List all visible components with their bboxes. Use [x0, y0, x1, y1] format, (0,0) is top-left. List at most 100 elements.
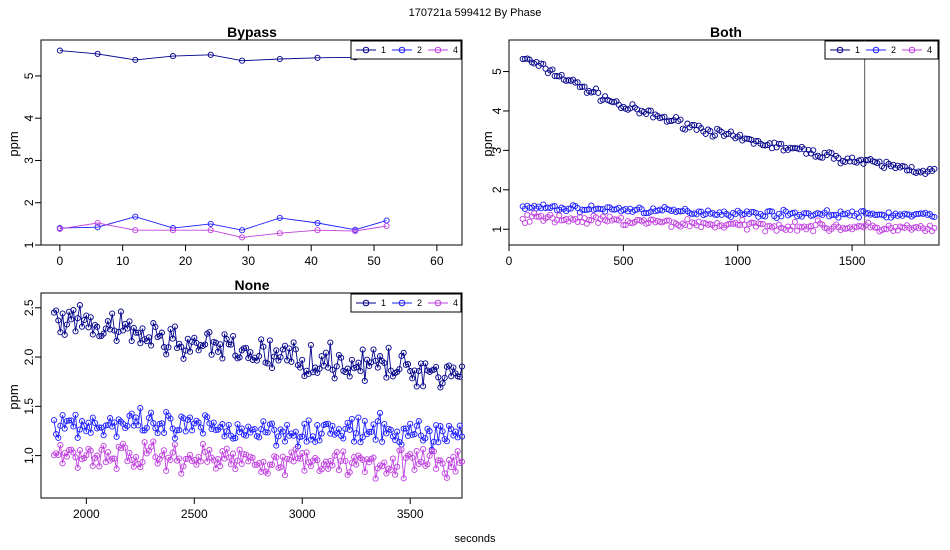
data-point [148, 409, 155, 416]
data-point [537, 60, 545, 67]
data-point [59, 310, 66, 317]
data-point [526, 218, 533, 225]
data-point [450, 364, 457, 371]
data-point [338, 354, 345, 361]
series-2 [56, 213, 390, 234]
data-point [430, 438, 437, 445]
data-point [161, 429, 168, 436]
data-point [195, 419, 202, 426]
data-point [204, 413, 211, 421]
data-point [225, 421, 232, 428]
data-point [586, 217, 593, 224]
data-point [148, 342, 155, 349]
data-point [675, 207, 682, 215]
data-point [223, 428, 230, 435]
data-point [169, 449, 176, 456]
data-point [394, 428, 401, 435]
data-point [100, 330, 107, 337]
series-4 [519, 210, 938, 235]
data-point [169, 335, 176, 342]
data-point [176, 455, 183, 462]
data-point [322, 421, 330, 428]
data-point [376, 409, 384, 417]
data-point [723, 131, 730, 138]
data-point [359, 456, 366, 463]
data-point [542, 205, 549, 212]
data-point [908, 163, 915, 171]
data-point [276, 55, 283, 63]
series-line-1 [53, 305, 463, 389]
data-point [113, 433, 120, 440]
data-point [96, 463, 103, 470]
data-point [87, 314, 94, 321]
legend: 1 2 4 [350, 40, 462, 60]
data-point [396, 366, 403, 373]
data-point [163, 351, 170, 358]
data-point [383, 374, 390, 381]
data-point [139, 427, 146, 434]
data-point [240, 345, 247, 352]
data-point [128, 456, 135, 463]
x-tick-label: 500 [613, 254, 633, 268]
data-point [227, 461, 235, 468]
data-point [210, 457, 217, 464]
data-point [104, 318, 111, 325]
data-point [370, 454, 377, 461]
data-point [344, 419, 351, 426]
data-point [199, 430, 206, 437]
legend-marker-1 [836, 46, 844, 54]
data-point [301, 420, 308, 427]
data-point [428, 448, 435, 455]
data-point [677, 116, 684, 123]
panel-title-bypass: Bypass [227, 24, 277, 40]
data-point [415, 367, 422, 375]
series-1 [50, 302, 466, 391]
data-point [273, 347, 280, 354]
data-point [381, 420, 388, 428]
legend-label-2: 2 [891, 45, 896, 55]
data-point [56, 225, 63, 232]
data-point [316, 365, 323, 372]
data-point [558, 71, 565, 78]
data-point [85, 324, 92, 331]
data-point [165, 344, 172, 351]
data-point [874, 211, 881, 218]
data-point [417, 458, 425, 465]
data-point [327, 339, 334, 346]
data-point [376, 353, 384, 360]
data-point [94, 50, 101, 57]
data-point [579, 206, 586, 213]
data-point [739, 216, 746, 223]
data-point [57, 329, 64, 336]
data-point [736, 222, 744, 229]
data-point [828, 211, 835, 218]
data-point [736, 131, 744, 138]
data-point [70, 423, 77, 430]
data-point [266, 461, 273, 468]
data-point [456, 422, 463, 429]
data-point [132, 213, 139, 220]
data-point [335, 426, 342, 433]
y-tick-label: 1 [22, 241, 36, 248]
data-point [458, 433, 466, 440]
data-point [94, 224, 101, 231]
data-point [169, 227, 177, 234]
data-point [53, 307, 60, 314]
y-tick-label: 2 [490, 186, 504, 193]
data-point [277, 353, 284, 361]
data-point [180, 463, 187, 470]
data-point [314, 219, 321, 227]
data-point [139, 325, 146, 332]
data-point [931, 165, 938, 172]
data-point [126, 450, 133, 457]
data-point [279, 428, 286, 435]
plot-frame [508, 39, 940, 246]
data-point [59, 460, 66, 467]
data-point [361, 417, 368, 425]
data-point [206, 329, 213, 336]
data-point [370, 346, 377, 353]
data-point [385, 344, 392, 351]
data-point [448, 373, 455, 380]
data-point [752, 138, 760, 145]
legend-marker-2 [398, 299, 406, 307]
